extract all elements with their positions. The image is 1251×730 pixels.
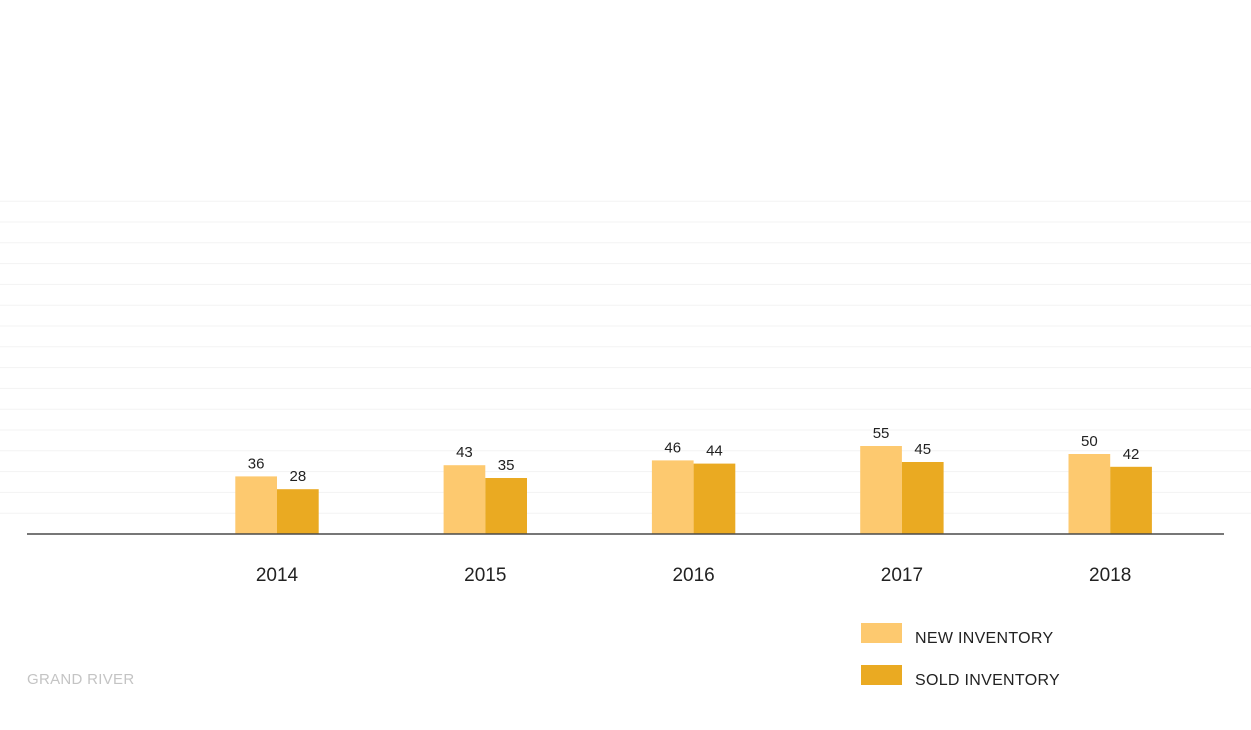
legend-label-new-inventory: NEW INVENTORY (915, 630, 1053, 647)
legend: NEW INVENTORY SOLD INVENTORY (861, 623, 1060, 689)
x-tick-label-2016: 2016 (672, 565, 714, 586)
bar-new-inventory-2018 (1068, 454, 1111, 534)
data-label-sold-inventory-2017: 45 (914, 441, 931, 458)
bar-new-inventory-2016 (651, 460, 694, 534)
x-tick-label-2017: 2017 (881, 565, 923, 586)
bar-new-inventory-2014 (235, 476, 277, 534)
x-tick-label-2015: 2015 (464, 565, 506, 586)
bar-sold-inventory-2017 (901, 462, 944, 534)
data-label-sold-inventory-2015: 35 (498, 457, 515, 474)
legend-label-sold-inventory: SOLD INVENTORY (915, 672, 1060, 689)
footer-brand-label: GRAND RIVER (27, 671, 134, 688)
data-label-new-inventory-2015: 43 (456, 444, 473, 461)
data-label-new-inventory-2014: 36 (248, 455, 265, 472)
legend-swatch-sold-inventory (861, 665, 902, 685)
x-tick-label-2018: 2018 (1089, 565, 1131, 586)
x-tick-label-2014: 2014 (256, 565, 299, 586)
data-label-new-inventory-2018: 50 (1081, 433, 1098, 450)
bar-sold-inventory-2018 (1110, 466, 1152, 534)
bar-sold-inventory-2014 (277, 489, 319, 534)
legend-swatch-new-inventory (861, 623, 902, 643)
data-label-sold-inventory-2018: 42 (1123, 446, 1140, 463)
bar-new-inventory-2015 (443, 465, 486, 534)
bar-sold-inventory-2015 (485, 478, 527, 534)
data-label-new-inventory-2016: 46 (664, 439, 681, 456)
data-labels: 36 28 43 35 46 44 55 45 50 42 (248, 425, 1140, 485)
bar-new-inventory-2017 (860, 446, 902, 534)
bar-sold-inventory-2016 (693, 463, 736, 534)
grid-lines (0, 200, 1251, 514)
data-label-new-inventory-2017: 55 (873, 425, 890, 442)
x-tick-labels: 2014 2015 2016 2017 2018 (256, 565, 1131, 586)
data-label-sold-inventory-2016: 44 (706, 443, 723, 460)
bars (235, 446, 1152, 534)
data-label-sold-inventory-2014: 28 (290, 468, 307, 485)
